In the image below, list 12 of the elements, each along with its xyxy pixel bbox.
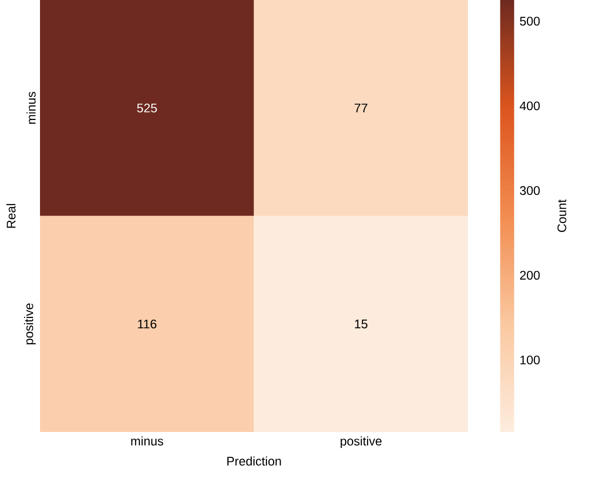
y-axis-title: Real — [6, 204, 16, 228]
color-bar-label: 300 — [520, 186, 540, 195]
data-label: 525 — [137, 104, 157, 112]
color-bar-label: 500 — [520, 16, 540, 26]
data-label: 116 — [138, 320, 156, 328]
x-axis-title: Prediction — [227, 456, 281, 466]
color-bar-title: Count — [557, 199, 566, 232]
data-label: 77 — [354, 104, 368, 112]
color-bar-label: 200 — [520, 270, 540, 280]
color-bar-label: 400 — [520, 101, 540, 110]
color-bar-label: 100 — [520, 356, 540, 364]
data-label: 15 — [355, 320, 368, 328]
